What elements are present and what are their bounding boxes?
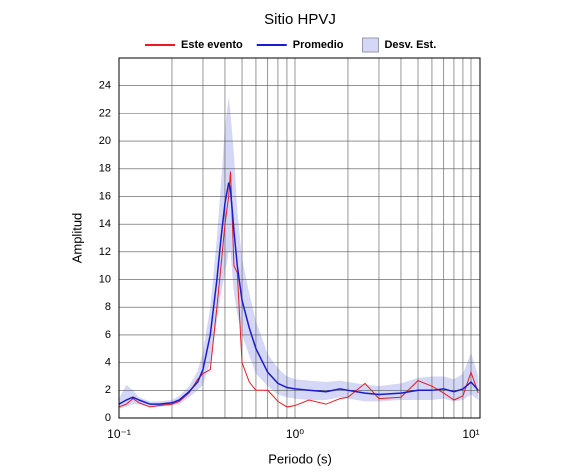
x-tick-label: 10⁰ (286, 427, 304, 441)
y-tick-label: 4 (105, 357, 111, 369)
plot-frame (118, 57, 481, 419)
y-tick-label: 12 (99, 246, 111, 258)
y-tick-label: 8 (105, 301, 111, 313)
legend-label: Este evento (181, 39, 243, 51)
std-band (119, 96, 479, 409)
legend-label: Desv. Est. (384, 39, 436, 51)
y-axis-label: Amplitud (69, 213, 84, 264)
plot-area (119, 58, 480, 418)
y-tick-label: 24 (99, 80, 111, 92)
y-tick-label: 20 (99, 135, 111, 147)
x-tick-label: 10⁻¹ (107, 427, 131, 441)
y-tick-label: 6 (105, 329, 111, 341)
x-axis-label: Periodo (s) (268, 451, 332, 466)
y-tick-label: 22 (99, 107, 111, 119)
series-line (118, 171, 479, 408)
x-tick-label: 10¹ (462, 427, 479, 441)
legend-label: Promedio (293, 39, 344, 51)
y-tick-label: 10 (99, 273, 111, 285)
legend-swatch (361, 37, 379, 53)
series-line (118, 182, 479, 405)
y-tick-label: 2 (105, 384, 111, 396)
chart-title: Sitio HPVJ (264, 11, 336, 28)
y-tick-label: 14 (99, 218, 111, 230)
y-tick-label: 0 (105, 412, 111, 424)
y-tick-label: 16 (99, 190, 111, 202)
y-tick-label: 18 (99, 163, 111, 175)
